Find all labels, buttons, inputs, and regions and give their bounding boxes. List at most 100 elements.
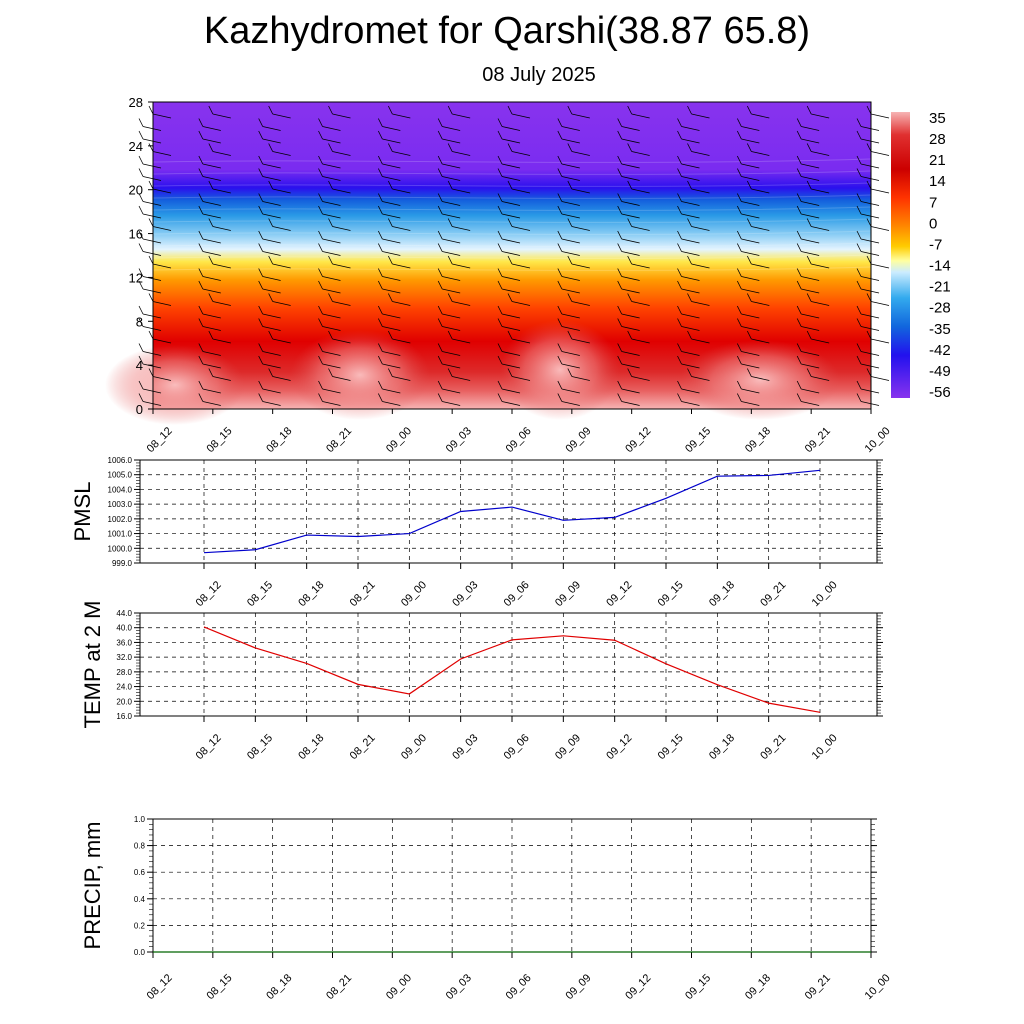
- wind-barb: [442, 401, 461, 406]
- wind-barb: [860, 326, 880, 331]
- wind-barb: [392, 188, 411, 194]
- wind-barb-feather: [687, 255, 692, 265]
- wind-barb-feather: [268, 143, 274, 152]
- wind-barb: [681, 326, 700, 331]
- wind-barb: [691, 301, 710, 306]
- wind-barb-feather: [318, 230, 323, 240]
- wind-barb: [212, 226, 231, 231]
- x-tick-label: 09_09: [553, 732, 583, 762]
- wind-barb: [142, 326, 162, 331]
- wind-barb-feather: [806, 368, 812, 377]
- wind-barb-feather: [318, 393, 323, 402]
- wind-barb-feather: [138, 280, 144, 290]
- wind-barb-feather: [617, 305, 623, 315]
- wind-barb-column: [736, 105, 770, 406]
- wind-barb-feather: [677, 118, 682, 127]
- wind-barb-feather: [746, 330, 752, 340]
- wind-barb: [202, 126, 221, 131]
- wind-barb-feather: [687, 368, 692, 377]
- wind-barb-feather: [557, 193, 563, 202]
- wind-barb: [322, 276, 341, 281]
- wind-barb: [691, 226, 710, 231]
- wind-barb-feather: [148, 330, 154, 340]
- wind-barb-feather: [497, 280, 503, 290]
- wind-barb: [442, 351, 461, 356]
- wind-barb-feather: [268, 368, 274, 377]
- wind-barb: [801, 176, 820, 181]
- y-tick-label: 28: [129, 95, 143, 110]
- warm-core-3: [680, 340, 840, 420]
- wind-barb-feather: [497, 130, 503, 140]
- wind-barb: [511, 113, 531, 119]
- wind-barb: [870, 151, 890, 156]
- wind-barb: [392, 376, 411, 381]
- x-tick-label: 10_00: [863, 425, 893, 455]
- wind-barb-feather: [208, 218, 214, 227]
- wind-barb: [332, 113, 351, 119]
- wind-barb-feather: [437, 155, 443, 165]
- wind-barb-feather: [617, 243, 623, 252]
- contour-line: [152, 170, 872, 175]
- wind-barb: [322, 201, 341, 206]
- wind-barb: [152, 376, 172, 381]
- wind-barb: [751, 263, 770, 269]
- wind-barb: [142, 201, 162, 206]
- wind-barb: [751, 188, 770, 194]
- y-tick-label: 0.6: [134, 868, 146, 877]
- wind-barb: [811, 151, 830, 156]
- wind-barb: [442, 176, 461, 181]
- colorbar-label: 0: [929, 215, 937, 232]
- wind-barb: [621, 176, 640, 181]
- wind-barb: [571, 226, 590, 231]
- wind-barb: [152, 338, 172, 344]
- wind-barb: [681, 388, 700, 394]
- wind-barb: [202, 288, 221, 294]
- wind-barb-feather: [198, 343, 204, 352]
- wind-barb-column: [497, 105, 531, 406]
- wind-barb-feather: [677, 393, 682, 402]
- wind-barb-feather: [208, 330, 214, 340]
- x-tick-label: 09_18: [707, 579, 737, 609]
- wind-barb-feather: [617, 318, 623, 327]
- y-tick-label: 1000.0: [108, 544, 133, 553]
- wind-barb-feather: [746, 218, 752, 227]
- wind-barb: [322, 388, 341, 394]
- wind-barb-feather: [148, 143, 154, 152]
- wind-barb-feather: [557, 305, 563, 315]
- wind-barb-feather: [377, 193, 383, 202]
- colorbar-label: -42: [929, 342, 951, 359]
- wind-barb: [691, 376, 710, 381]
- wind-barb: [801, 288, 820, 294]
- chart-subtitle: 08 July 2025: [482, 64, 596, 86]
- wind-barb: [212, 376, 231, 381]
- wind-barb-feather: [856, 230, 862, 240]
- wind-barb-feather: [447, 330, 453, 340]
- contour-line: [152, 158, 872, 163]
- wind-barb-feather: [497, 168, 503, 177]
- wind-barb: [152, 151, 172, 156]
- wind-barb: [621, 388, 640, 394]
- y-tick-label: 20: [129, 183, 143, 198]
- y-tick-label: 36.0: [116, 638, 132, 647]
- wind-barb-column: [856, 105, 890, 406]
- wind-barb-feather: [328, 105, 333, 115]
- wind-barb-feather: [437, 380, 443, 390]
- wind-barb: [262, 363, 281, 369]
- y-tick-label: 28.0: [116, 668, 132, 677]
- wind-barb: [681, 163, 700, 169]
- wind-barb: [272, 188, 291, 194]
- warm-core-2: [500, 320, 620, 420]
- wind-barb-feather: [617, 268, 623, 277]
- wind-barb-feather: [198, 155, 204, 165]
- y-tick-label: 12: [129, 270, 143, 285]
- wind-barb-feather: [677, 130, 682, 140]
- wind-barb-feather: [198, 355, 204, 365]
- wind-barb-feather: [377, 230, 383, 240]
- wind-barb-feather: [258, 268, 264, 277]
- wind-barb: [262, 201, 281, 206]
- wind-barb-feather: [497, 193, 503, 202]
- wind-barb-feather: [447, 218, 453, 227]
- wind-barb-feather: [507, 255, 513, 265]
- wind-barb-feather: [208, 255, 214, 265]
- wind-barb: [801, 401, 820, 406]
